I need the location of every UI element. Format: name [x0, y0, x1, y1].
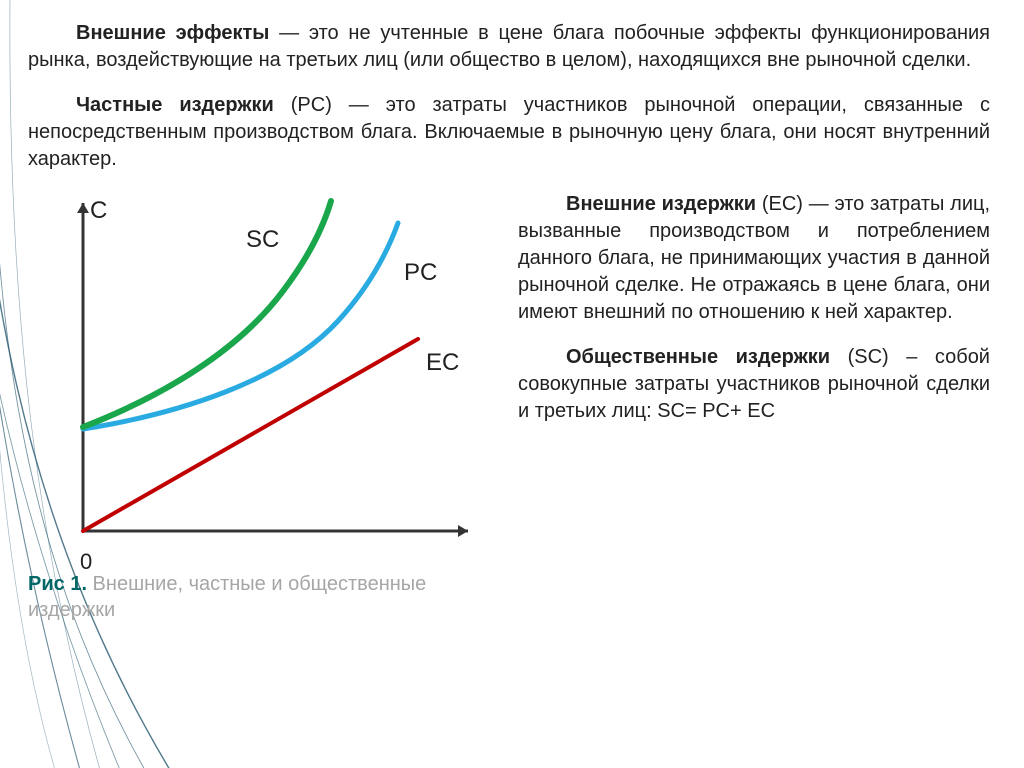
term-social-costs: Общественные издержки: [566, 346, 830, 368]
right-column: Внешние издержки (EC) — это затраты лиц,…: [498, 191, 990, 623]
curve-label-pc: PC: [404, 259, 437, 287]
figure-caption: Рис 1. Внешние, частные и общественные и…: [28, 571, 448, 623]
paragraph-social-costs: Общественные издержки (SC) – собой совок…: [518, 344, 990, 425]
origin-label-zero: 0: [80, 549, 92, 575]
paragraph-external-costs: Внешние издержки (EC) — это затраты лиц,…: [518, 191, 990, 326]
axis-label-c: C: [90, 197, 107, 225]
figure-number: Рис 1.: [28, 573, 87, 595]
chart-container: C SC PC EC 0 Рис 1. Внешние, частные и о…: [28, 191, 498, 623]
term-external-costs: Внешние издержки: [566, 193, 756, 215]
term-externalities: Внешние эффекты: [76, 22, 269, 44]
paragraph-private-costs: Частные издержки (PC) — это затраты учас…: [28, 92, 990, 173]
lower-section: C SC PC EC 0 Рис 1. Внешние, частные и о…: [28, 191, 990, 623]
page-content: Внешние эффекты — это не учтенные в цене…: [0, 0, 1024, 623]
curve-label-ec: EC: [426, 349, 459, 377]
term-private-costs: Частные издержки: [76, 94, 274, 116]
figure-caption-text: Внешние, частные и общественные издержки: [28, 573, 426, 621]
paragraph-externalities: Внешние эффекты — это не учтенные в цене…: [28, 20, 990, 74]
curve-label-sc: SC: [246, 226, 279, 254]
